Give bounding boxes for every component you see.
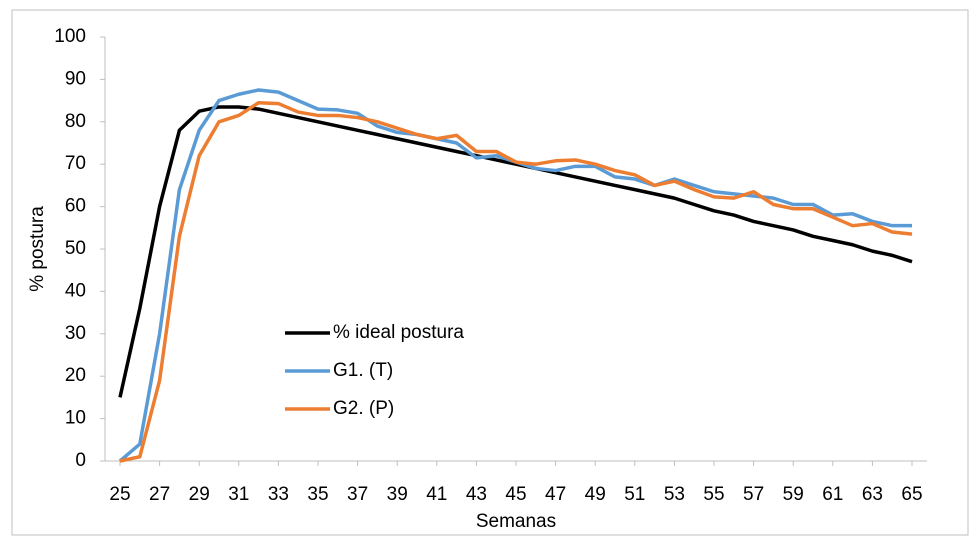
x-tick-label: 35 <box>307 484 328 505</box>
x-tick-label: 29 <box>189 484 210 505</box>
y-tick-label: 50 <box>65 238 86 259</box>
x-tick-label: 59 <box>783 484 804 505</box>
x-tick-label: 25 <box>109 484 130 505</box>
x-tick-label: 27 <box>149 484 170 505</box>
x-tick-label: 33 <box>268 484 289 505</box>
x-tick-label: 65 <box>901 484 922 505</box>
y-tick-label: 80 <box>65 111 86 132</box>
x-tick-label: 53 <box>664 484 685 505</box>
y-tick-label: 70 <box>65 153 86 174</box>
y-tick-label: 90 <box>65 68 86 89</box>
y-tick-label: 10 <box>65 408 86 429</box>
y-axis-label: % postura <box>27 206 48 292</box>
x-tick-label: 37 <box>347 484 368 505</box>
x-tick-label: 45 <box>505 484 526 505</box>
x-tick-label: 63 <box>862 484 883 505</box>
y-tick-label: 20 <box>65 365 86 386</box>
legend-label: % ideal postura <box>333 322 464 343</box>
y-tick-label: 30 <box>65 323 86 344</box>
y-tick-label: 60 <box>65 196 86 217</box>
x-tick-label: 39 <box>387 484 408 505</box>
x-tick-label: 57 <box>743 484 764 505</box>
x-tick-label: 43 <box>466 484 487 505</box>
y-tick-label: 40 <box>65 280 86 301</box>
chart-frame <box>11 9 969 536</box>
x-tick-label: 51 <box>624 484 645 505</box>
x-tick-label: 61 <box>822 484 843 505</box>
x-tick-label: 55 <box>703 484 724 505</box>
y-tick-label: 0 <box>75 450 86 471</box>
x-tick-label: 49 <box>585 484 606 505</box>
x-axis-label: Semanas <box>476 511 556 532</box>
x-tick-label: 47 <box>545 484 566 505</box>
legend-label: G1. (T) <box>333 360 393 381</box>
x-tick-label: 31 <box>228 484 249 505</box>
y-tick-label: 100 <box>54 26 86 47</box>
x-tick-label: 41 <box>426 484 447 505</box>
legend-label: G2. (P) <box>333 398 394 419</box>
line-series <box>119 100 913 463</box>
